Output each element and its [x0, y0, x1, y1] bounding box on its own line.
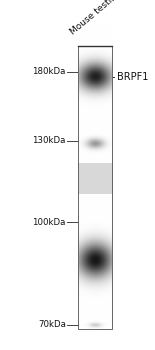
- Text: 100kDa: 100kDa: [33, 218, 66, 227]
- Bar: [78, 46, 112, 329]
- Text: 130kDa: 130kDa: [33, 136, 66, 145]
- Text: 180kDa: 180kDa: [33, 67, 66, 76]
- Text: BRPF1: BRPF1: [117, 72, 148, 82]
- Text: 70kDa: 70kDa: [38, 320, 66, 329]
- Text: Mouse testis: Mouse testis: [68, 0, 118, 37]
- Bar: [78, 46, 112, 329]
